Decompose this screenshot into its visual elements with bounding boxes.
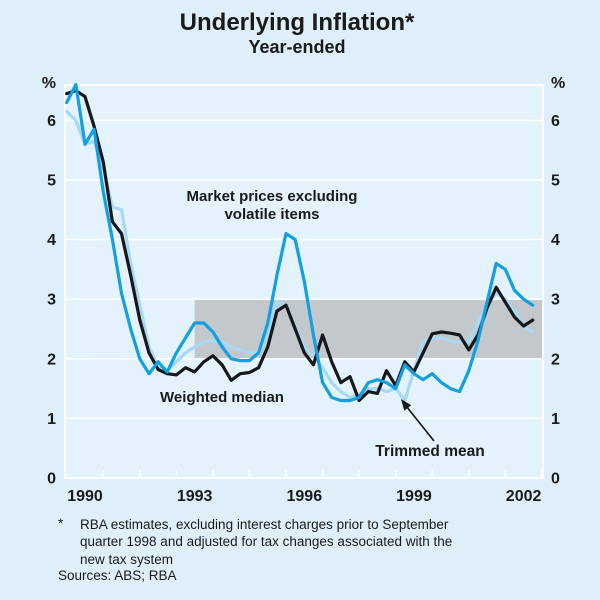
x-tick-label: 2002 [506,488,542,505]
series-market-prices-excluding-volatile-items [65,83,535,403]
series-weighted-median [65,89,535,403]
x-tick-label: 1993 [177,488,213,505]
y-tick-label-right: 0 [551,471,560,488]
footnote-asterisk: * [58,516,64,531]
footnote-line-3: new tax system [80,551,174,567]
y-axis-unit-left: % [42,75,56,92]
annotation-market-prices: Market prices excluding volatile items [187,188,358,224]
footnote: RBA estimates, excluding interest charge… [80,516,452,568]
y-tick-label-right: 3 [551,292,560,309]
y-tick-label-left: 1 [47,411,56,428]
y-tick-label-left: 3 [47,292,56,309]
y-tick-label-left: 0 [47,471,56,488]
annotation-market-prices-line1: Market prices excluding [186,188,358,205]
x-tick-label: 1996 [287,488,323,505]
plot-border [64,84,544,479]
annotation-trimmed-mean: Trimmed mean [375,443,485,460]
annotation-market-prices-line2: volatile items [224,206,320,223]
y-tick-label-right: 4 [551,232,560,249]
y-tick-label-right: 5 [551,173,560,190]
footnote-line-2: quarter 1998 and adjusted for tax change… [80,534,453,550]
y-tick-label-right: 6 [551,113,560,130]
y-axis-unit-right: % [551,75,565,92]
y-tick-label-left: 2 [47,351,56,368]
y-tick-label-left: 5 [47,173,56,190]
x-tick-label: 1999 [396,488,432,505]
chart-title: Underlying Inflation* [179,9,415,36]
annotation-weighted-median: Weighted median [160,389,284,406]
footnote-line-1: RBA estimates, excluding interest charge… [80,517,449,532]
y-tick-label-left: 4 [47,232,56,249]
y-tick-label-right: 2 [551,351,560,368]
y-tick-label-right: 1 [551,411,560,428]
sources-line: Sources: ABS; RBA [58,568,177,583]
chart-subtitle: Year-ended [248,37,346,57]
y-tick-label-left: 6 [47,113,56,130]
trimmed-mean-arrow [401,399,435,442]
x-tick-label: 1990 [67,488,103,505]
